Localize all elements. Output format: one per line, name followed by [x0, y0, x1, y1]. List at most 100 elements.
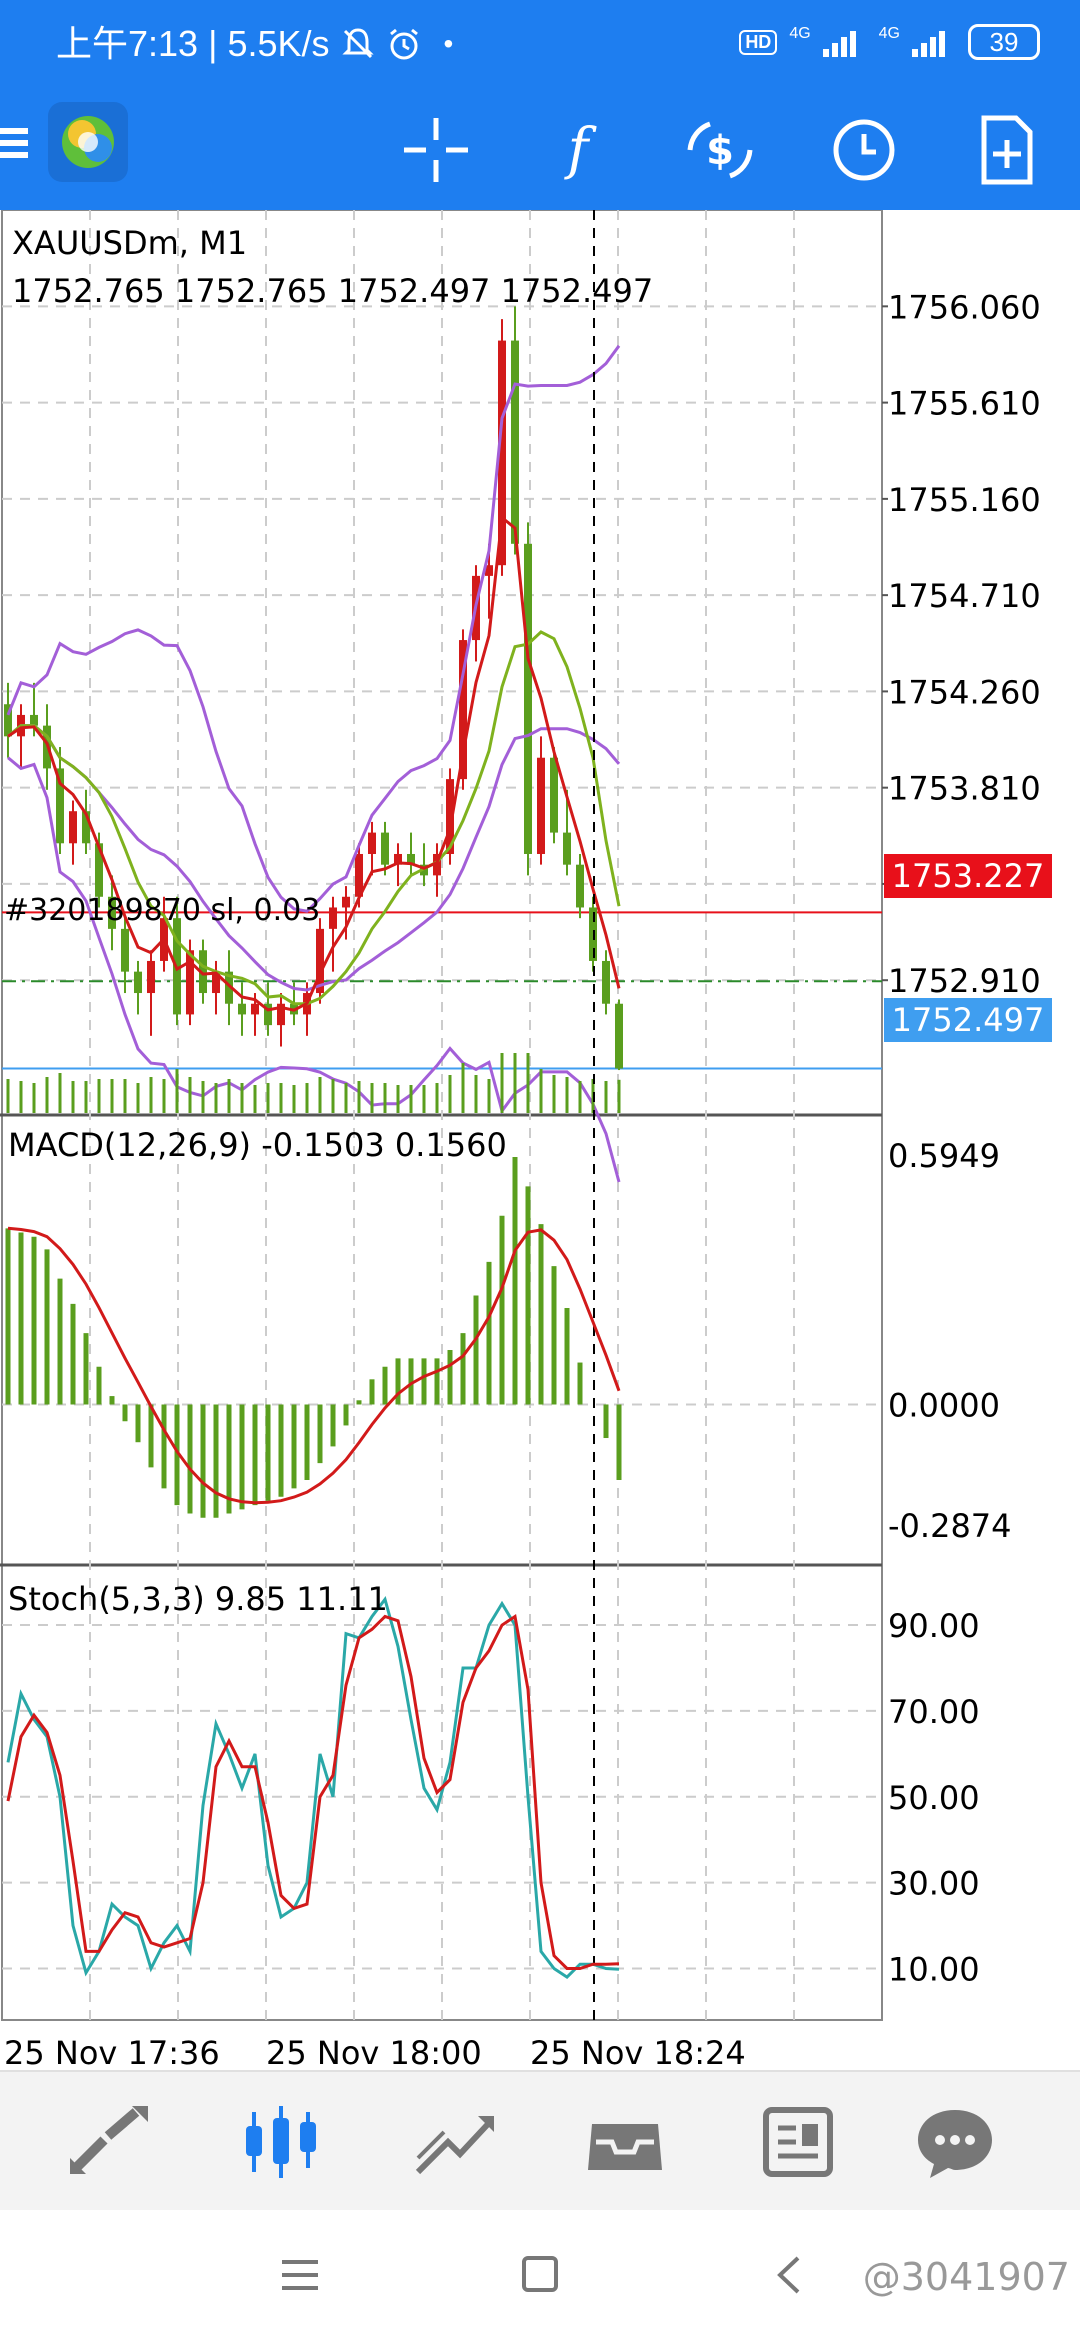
price-tick-label: 1754.260 — [888, 673, 1041, 711]
candle-body — [134, 971, 142, 994]
price-panel — [2, 210, 882, 2020]
candle-body — [316, 928, 324, 994]
price-tick-label: 1755.610 — [888, 385, 1041, 423]
recent-apps-icon[interactable] — [270, 2250, 330, 2300]
signal-bars-icon — [912, 31, 945, 57]
candle-body — [199, 950, 207, 994]
crosshair-icon — [404, 118, 468, 182]
dollar-swap-icon: $ — [687, 121, 753, 179]
quotes-arrows-icon — [70, 2106, 148, 2174]
macd-tick-label: 0.0000 — [888, 1386, 1000, 1424]
candle-body — [459, 640, 467, 780]
watermark-logo: @3041907 — [862, 2255, 1070, 2299]
bollinger-upper-line — [6, 344, 621, 913]
status-right: HD 4G 4G 39 — [739, 24, 1040, 60]
svg-text:$: $ — [706, 128, 734, 174]
candle-body — [82, 811, 90, 844]
nav-history[interactable] — [580, 2102, 670, 2182]
stoch-signal-line — [6, 1613, 620, 1970]
price-tick-label: 1756.060 — [888, 288, 1041, 326]
status-bar: 上午7:13 | 5.5K/s • HD 4G 4G — [0, 0, 1080, 90]
bottom-navigation — [0, 2070, 1080, 2212]
candle-body — [563, 832, 571, 865]
trade-button[interactable]: $ — [680, 110, 760, 190]
candle-body — [524, 543, 532, 854]
time-tick-label: 25 Nov 18:24 — [530, 2034, 746, 2070]
candle-body — [69, 811, 77, 844]
price-tick-label: 1752.910 — [888, 962, 1041, 1000]
status-net-speed: 5.5K/s — [227, 23, 330, 64]
signal-bars-icon — [822, 31, 856, 57]
stoch-tick-label: 90.00 — [888, 1607, 980, 1645]
signal-4g-2-label: 4G — [878, 25, 900, 42]
candle-body — [238, 1003, 246, 1015]
candle-body — [147, 960, 155, 994]
top-toolbar: f $ — [0, 90, 1080, 210]
trend-lines-icon — [415, 2116, 494, 2175]
indicators-button[interactable]: f — [538, 110, 618, 190]
candle-body — [264, 1003, 272, 1026]
candle-body — [186, 950, 194, 1015]
candle-body — [56, 768, 64, 844]
hd-badge: HD — [739, 29, 778, 55]
candle-body — [225, 971, 233, 1004]
candle-body — [329, 907, 337, 929]
system-navigation-bar — [0, 2210, 1080, 2340]
nav-chart[interactable] — [236, 2102, 326, 2182]
newspaper-icon — [763, 2107, 833, 2177]
current-price-red: 1753.227 — [892, 857, 1045, 895]
chart-area[interactable]: 1756.060 1755.610 1755.160 1754.710 1754.260… — [0, 210, 1080, 2070]
candle-body — [602, 960, 610, 1004]
battery-indicator: 39 — [968, 24, 1040, 60]
candlestick-icon — [246, 2106, 316, 2178]
new-document-icon — [981, 115, 1033, 185]
chart-canvas[interactable]: 1756.060 1755.610 1755.160 1754.710 1754.260… — [0, 210, 1080, 2070]
current-price-tag-red — [884, 854, 1052, 898]
candle-body — [394, 853, 402, 865]
candle-body — [212, 971, 220, 994]
clock-icon — [833, 119, 895, 181]
moving-average-fast-line — [7, 514, 621, 1012]
bell-muted-icon — [341, 28, 374, 59]
status-time: 上午7:13 — [56, 23, 199, 64]
stoch-tick-label: 10.00 — [888, 1951, 980, 1989]
stoch-tick-label: 30.00 — [888, 1865, 980, 1903]
nav-messages[interactable] — [910, 2102, 1000, 2182]
price-axis: 1756.060 1755.610 1755.160 1754.710 1754.260… — [4, 288, 1041, 2070]
nav-news[interactable] — [752, 2102, 842, 2182]
candle-body — [407, 853, 415, 865]
candle-body — [381, 832, 389, 865]
candle-body — [498, 340, 506, 566]
status-left: 上午7:13 | 5.5K/s • — [56, 23, 454, 64]
stoch-tick-label: 70.00 — [888, 1693, 980, 1731]
nav-trade[interactable] — [408, 2102, 498, 2182]
price-tick-label: 1755.160 — [888, 481, 1041, 519]
chart-grid — [0, 210, 883, 2021]
candle-body — [30, 714, 38, 726]
crosshair-button[interactable] — [396, 110, 476, 190]
stoch-panel — [6, 1595, 620, 1980]
macd-label: MACD(12,26,9) -0.1503 0.1560 — [8, 1126, 507, 1164]
back-chevron-icon[interactable] — [760, 2250, 820, 2300]
candle-body — [355, 853, 363, 897]
function-icon: f — [564, 117, 598, 182]
nav-quotes[interactable] — [64, 2102, 154, 2182]
dot-icon: • — [443, 28, 454, 59]
alarm-clock-icon — [389, 28, 418, 60]
svg-text:f: f — [564, 117, 598, 182]
candle-body — [511, 340, 519, 544]
order-label[interactable]: #320189870 sl, 0.03 — [4, 893, 320, 928]
current-price-tag-blue — [884, 998, 1052, 1042]
home-square-icon[interactable] — [510, 2250, 570, 2300]
menu-icon[interactable] — [0, 122, 30, 178]
timeframe-button[interactable] — [824, 110, 904, 190]
candle-body — [342, 896, 350, 908]
current-price-blue: 1752.497 — [892, 1001, 1045, 1039]
candle-body — [550, 757, 558, 833]
candle-body — [368, 832, 376, 854]
new-order-button[interactable] — [966, 110, 1046, 190]
price-tick-label: 1753.810 — [888, 770, 1041, 808]
ohlc-label: 1752.765 1752.765 1752.497 1752.497 — [12, 272, 653, 310]
app-logo[interactable] — [48, 102, 128, 182]
candle-body — [446, 779, 454, 854]
